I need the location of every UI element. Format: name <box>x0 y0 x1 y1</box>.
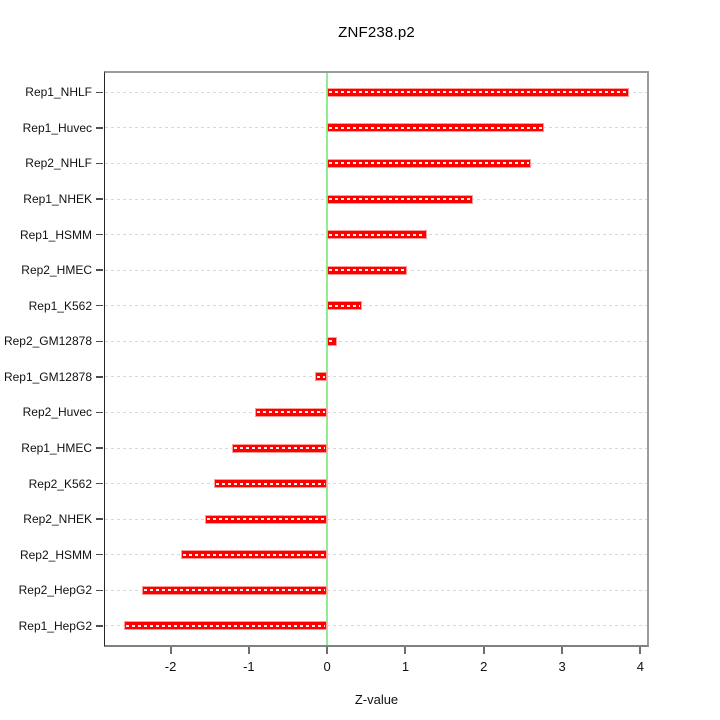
x-tick <box>247 647 250 654</box>
y-tick <box>96 482 103 485</box>
bar <box>327 336 338 346</box>
bar <box>255 407 328 417</box>
y-axis-label: Rep1_GM12878 <box>3 369 92 384</box>
x-tick <box>639 647 642 654</box>
bar-center-dash <box>329 91 627 94</box>
y-tick <box>96 589 103 592</box>
bar <box>232 443 328 453</box>
gridline <box>105 340 647 342</box>
y-tick <box>96 127 103 129</box>
bar <box>315 372 328 382</box>
bar-center-dash <box>317 375 326 378</box>
bar-center-dash <box>257 411 326 414</box>
x-tick-label: -1 <box>243 659 255 674</box>
bar <box>327 87 629 97</box>
x-tick-label: 0 <box>323 659 331 674</box>
y-axis-label: Rep1_HepG2 <box>18 618 92 633</box>
y-axis-label: Rep2_HepG2 <box>18 583 92 598</box>
y-axis-label: Rep1_HMEC <box>21 441 92 455</box>
y-tick <box>96 447 103 449</box>
bar-center-dash <box>125 624 326 627</box>
gridline <box>105 305 647 307</box>
bar <box>327 265 408 275</box>
y-tick <box>96 162 103 165</box>
bar <box>205 514 328 524</box>
gridline <box>105 625 647 627</box>
bar <box>123 621 328 631</box>
y-tick <box>96 625 103 627</box>
bar <box>327 301 362 311</box>
y-tick <box>96 304 103 307</box>
y-tick <box>96 411 103 414</box>
gridline <box>105 589 647 591</box>
gridline <box>105 518 647 520</box>
y-axis-label: Rep2_K562 <box>28 476 92 491</box>
y-axis-label: Rep2_GM12878 <box>3 334 92 349</box>
bar-center-dash <box>329 304 360 307</box>
bar-center-dash <box>207 518 326 521</box>
gridline <box>105 554 647 556</box>
y-axis-label: Rep2_NHLF <box>25 156 92 171</box>
y-tick <box>96 233 103 236</box>
y-tick <box>96 91 103 94</box>
y-axis-label: Rep1_Huvec <box>22 120 92 135</box>
bar-center-dash <box>329 340 336 343</box>
bar-center-dash <box>329 126 543 129</box>
x-tick <box>169 647 172 654</box>
x-tick-label: 1 <box>401 659 410 674</box>
bar-center-dash <box>329 233 426 236</box>
bar <box>180 550 328 560</box>
x-tick <box>404 647 407 654</box>
bar <box>327 123 545 133</box>
bar-center-dash <box>329 269 406 272</box>
x-tick-label: -2 <box>164 659 177 674</box>
bar-center-dash <box>329 162 529 165</box>
x-tick-label: 2 <box>480 659 488 674</box>
bar-center-dash <box>144 589 326 592</box>
y-axis-label: Rep1_NHLF <box>25 85 92 100</box>
bar <box>327 158 531 168</box>
bar <box>327 194 473 204</box>
y-axis-label: Rep1_NHEK <box>23 192 92 206</box>
x-axis-title: Z-value <box>354 692 399 707</box>
gridline <box>105 376 647 378</box>
y-tick <box>96 553 103 556</box>
gridline <box>105 411 647 413</box>
bar <box>327 230 428 240</box>
x-tick-label: 4 <box>636 659 644 674</box>
y-axis-label: Rep1_K562 <box>28 298 92 313</box>
y-tick <box>96 518 103 520</box>
y-tick <box>96 340 103 343</box>
plot-area <box>104 71 649 647</box>
x-tick <box>326 647 329 654</box>
bar <box>214 479 328 489</box>
y-tick <box>96 198 103 200</box>
bar <box>142 585 328 595</box>
y-axis-label: Rep2_HSMM <box>19 547 92 562</box>
zero-reference-line <box>326 73 329 645</box>
y-axis-label: Rep2_HMEC <box>21 263 92 278</box>
y-axis-label: Rep2_Huvec <box>22 405 92 420</box>
y-axis-label: Rep2_NHEK <box>23 512 92 527</box>
bar-center-dash <box>182 553 326 556</box>
bar-center-dash <box>329 198 471 200</box>
gridline <box>105 483 647 485</box>
y-tick <box>96 376 103 378</box>
bar-center-dash <box>216 482 326 485</box>
x-tick-label: 3 <box>558 659 566 674</box>
x-tick <box>561 647 564 654</box>
y-axis-label: Rep1_HSMM <box>19 227 92 242</box>
bar-center-dash <box>234 447 326 449</box>
y-tick <box>96 269 103 271</box>
x-tick <box>482 647 485 654</box>
chart-title: ZNF238.p2 <box>338 24 415 41</box>
gridline <box>105 447 647 449</box>
